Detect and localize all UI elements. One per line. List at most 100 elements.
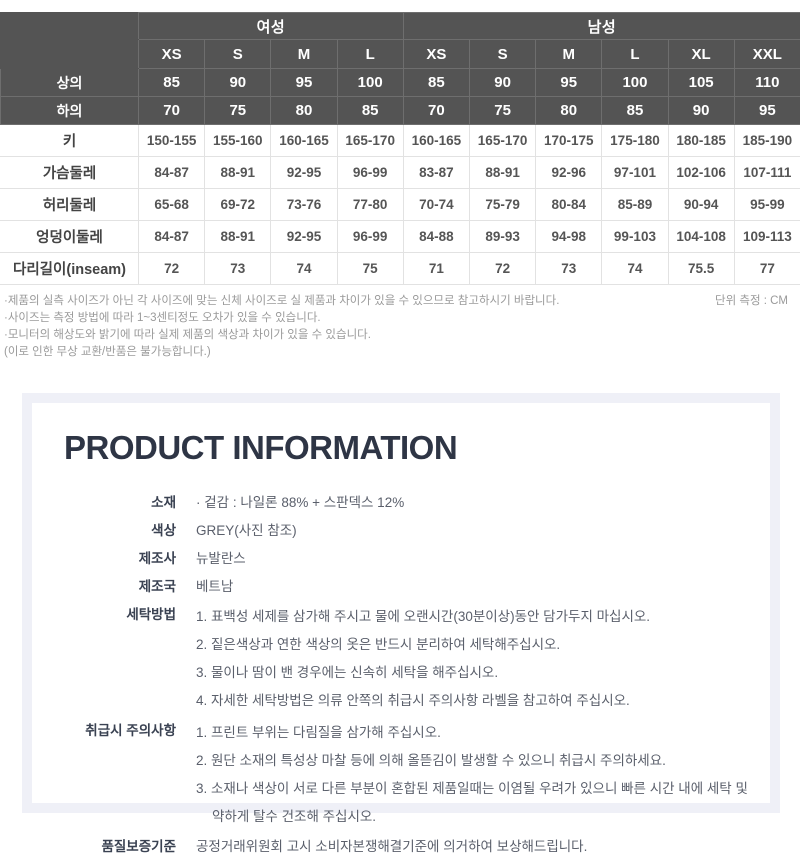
unit-measurement-label: 단위 측정 : CM bbox=[715, 293, 788, 310]
row-label-hip: 엉덩이둘레 bbox=[1, 221, 139, 253]
wash-item-3: 3. 물이나 땀이 밴 경우에는 신속히 세탁을 해주십시오. bbox=[196, 659, 650, 687]
cell-inseam-9: 77 bbox=[734, 253, 800, 285]
product-info-value-color: GREY(사진 참조) bbox=[196, 519, 297, 543]
row-label-waist: 허리둘레 bbox=[1, 189, 139, 221]
cell-height-9: 185-190 bbox=[734, 125, 800, 157]
cell-height-0: 150-155 bbox=[139, 125, 205, 157]
cell-chest-9: 107-111 bbox=[734, 157, 800, 189]
cell-top-9: 110 bbox=[734, 69, 800, 97]
cell-chest-6: 92-96 bbox=[536, 157, 602, 189]
cell-hip-4: 84-88 bbox=[403, 221, 469, 253]
row-label-chest: 가슴둘레 bbox=[1, 157, 139, 189]
cell-inseam-8: 75.5 bbox=[668, 253, 734, 285]
cell-bottom-3: 85 bbox=[337, 97, 403, 125]
product-info-row-caution: 취급시 주의사항 1. 프린트 부위는 다림질을 삼가해 주십시오. 2. 원단… bbox=[64, 719, 770, 831]
cell-bottom-8: 90 bbox=[668, 97, 734, 125]
table-row-inseam: 다리길이(inseam) 72 73 74 75 71 72 73 74 75.… bbox=[1, 253, 800, 285]
cell-height-5: 165-170 bbox=[469, 125, 535, 157]
table-row-size-header: XS S M L XS S M L XL XXL bbox=[1, 40, 800, 69]
cell-hip-8: 104-108 bbox=[668, 221, 734, 253]
cell-top-0: 85 bbox=[139, 69, 205, 97]
product-info-value-manufacturer: 뉴발란스 bbox=[196, 547, 246, 571]
cell-hip-2: 92-95 bbox=[271, 221, 337, 253]
caution-item-3: 3. 소재나 색상이 서로 다른 부분이 혼합된 제품일때는 이염될 우려가 있… bbox=[196, 775, 748, 803]
cell-inseam-2: 74 bbox=[271, 253, 337, 285]
cell-waist-6: 80-84 bbox=[536, 189, 602, 221]
cell-height-6: 170-175 bbox=[536, 125, 602, 157]
product-info-key-material: 소재 bbox=[64, 491, 196, 515]
cell-waist-9: 95-99 bbox=[734, 189, 800, 221]
size-header-m-l: L bbox=[602, 40, 668, 69]
cell-chest-2: 92-95 bbox=[271, 157, 337, 189]
row-label-height: 키 bbox=[1, 125, 139, 157]
product-info-key-color: 색상 bbox=[64, 519, 196, 543]
cell-bottom-1: 75 bbox=[205, 97, 271, 125]
cell-bottom-0: 70 bbox=[139, 97, 205, 125]
product-info-value-caution: 1. 프린트 부위는 다림질을 삼가해 주십시오. 2. 원단 소재의 특성상 … bbox=[196, 719, 748, 831]
table-row-hip: 엉덩이둘레 84-87 88-91 92-95 96-99 84-88 89-9… bbox=[1, 221, 800, 253]
cell-hip-5: 89-93 bbox=[469, 221, 535, 253]
table-row-waist: 허리둘레 65-68 69-72 73-76 77-80 70-74 75-79… bbox=[1, 189, 800, 221]
size-header-w-l: L bbox=[337, 40, 403, 69]
cell-top-8: 105 bbox=[668, 69, 734, 97]
product-info-value-warranty: 공정거래위원회 고시 소비자본쟁해결기준에 의거하여 보상해드립니다. bbox=[196, 835, 587, 859]
cell-hip-9: 109-113 bbox=[734, 221, 800, 253]
cell-inseam-3: 75 bbox=[337, 253, 403, 285]
cell-height-7: 175-180 bbox=[602, 125, 668, 157]
cell-hip-3: 96-99 bbox=[337, 221, 403, 253]
size-note-2: ·사이즈는 측정 방법에 따라 1~3센티정도 오차가 있을 수 있습니다. bbox=[4, 310, 800, 327]
cell-height-3: 165-170 bbox=[337, 125, 403, 157]
product-info-key-caution: 취급시 주의사항 bbox=[64, 719, 196, 743]
table-row-bottom: 하의 70 75 80 85 70 75 80 85 90 95 bbox=[1, 97, 800, 125]
table-row-top: 상의 85 90 95 100 85 90 95 100 105 110 bbox=[1, 69, 800, 97]
product-info-row-wash: 세탁방법 1. 표백성 세제를 삼가해 주시고 물에 오랜시간(30분이상)동안… bbox=[64, 603, 770, 715]
product-info-row-color: 색상 GREY(사진 참조) bbox=[64, 519, 770, 543]
table-row-chest: 가슴둘레 84-87 88-91 92-95 96-99 83-87 88-91… bbox=[1, 157, 800, 189]
product-information-panel: PRODUCT INFORMATION 소재 · 겉감 : 나일론 88% + … bbox=[22, 393, 780, 813]
cell-waist-1: 69-72 bbox=[205, 189, 271, 221]
cell-hip-0: 84-87 bbox=[139, 221, 205, 253]
cell-chest-8: 102-106 bbox=[668, 157, 734, 189]
row-label-inseam: 다리길이(inseam) bbox=[1, 253, 139, 285]
wash-item-4: 4. 자세한 세탁방법은 의류 안쪽의 취급시 주의사항 라벨을 참고하여 주십… bbox=[196, 687, 650, 715]
cell-chest-3: 96-99 bbox=[337, 157, 403, 189]
product-info-key-wash: 세탁방법 bbox=[64, 603, 196, 627]
cell-waist-3: 77-80 bbox=[337, 189, 403, 221]
cell-chest-1: 88-91 bbox=[205, 157, 271, 189]
cell-waist-2: 73-76 bbox=[271, 189, 337, 221]
wash-item-1: 1. 표백성 세제를 삼가해 주시고 물에 오랜시간(30분이상)동안 담가두지… bbox=[196, 603, 650, 631]
size-header-m-xl: XL bbox=[668, 40, 734, 69]
cell-top-3: 100 bbox=[337, 69, 403, 97]
size-header-w-s: S bbox=[205, 40, 271, 69]
table-row-height: 키 150-155 155-160 160-165 165-170 160-16… bbox=[1, 125, 800, 157]
wash-item-2: 2. 짙은색상과 연한 색상의 옷은 반드시 분리하여 세탁해주십시오. bbox=[196, 631, 650, 659]
cell-waist-7: 85-89 bbox=[602, 189, 668, 221]
cell-height-4: 160-165 bbox=[403, 125, 469, 157]
cell-top-1: 90 bbox=[205, 69, 271, 97]
cell-inseam-6: 73 bbox=[536, 253, 602, 285]
product-info-value-country: 베트남 bbox=[196, 575, 233, 599]
cell-bottom-5: 75 bbox=[469, 97, 535, 125]
product-info-row-manufacturer: 제조사 뉴발란스 bbox=[64, 547, 770, 571]
caution-item-2: 2. 원단 소재의 특성상 마찰 등에 의해 올뜯김이 발생할 수 있으니 취급… bbox=[196, 747, 748, 775]
cell-bottom-2: 80 bbox=[271, 97, 337, 125]
size-note-4: (이로 인한 무상 교환/반품은 불가능합니다.) bbox=[4, 344, 800, 361]
cell-height-8: 180-185 bbox=[668, 125, 734, 157]
size-header-m-s: S bbox=[469, 40, 535, 69]
cell-inseam-7: 74 bbox=[602, 253, 668, 285]
cell-bottom-6: 80 bbox=[536, 97, 602, 125]
cell-waist-8: 90-94 bbox=[668, 189, 734, 221]
product-info-key-manufacturer: 제조사 bbox=[64, 547, 196, 571]
size-chart-table: 여성 남성 XS S M L XS S M L XL XXL 상의 85 bbox=[0, 12, 800, 285]
product-info-key-country: 제조국 bbox=[64, 575, 196, 599]
product-info-value-material: · 겉감 : 나일론 88% + 스판덱스 12% bbox=[196, 491, 404, 515]
caution-item-3-continued: 약하게 탈수 건조해 주십시오. bbox=[196, 803, 748, 831]
corner-cell bbox=[1, 13, 139, 40]
cell-top-7: 100 bbox=[602, 69, 668, 97]
cell-waist-0: 65-68 bbox=[139, 189, 205, 221]
cell-hip-7: 99-103 bbox=[602, 221, 668, 253]
size-header-m-xxl: XXL bbox=[734, 40, 800, 69]
size-header-w-m: M bbox=[271, 40, 337, 69]
cell-inseam-1: 73 bbox=[205, 253, 271, 285]
cell-inseam-5: 72 bbox=[469, 253, 535, 285]
